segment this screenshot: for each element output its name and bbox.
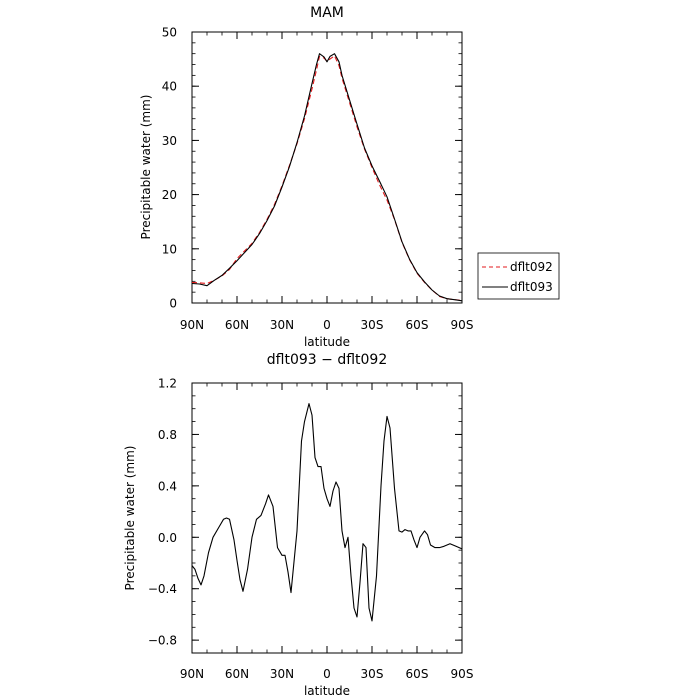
legend-box [477, 252, 560, 300]
x-tick-label: 30S [361, 318, 384, 332]
x-tick-label: 0 [323, 667, 331, 681]
x-tick-label: 0 [323, 318, 331, 332]
plot-frame [191, 382, 463, 654]
panel-difference: dflt093 − dflt092 90N 60N 30N 0 30S 60S 90S −0.… [123, 352, 473, 698]
y-axis-label: Precipitable water (mm) [139, 95, 153, 240]
y-tick-label: 20 [162, 188, 177, 202]
x-tick-label: 90N [180, 318, 204, 332]
x-axis-label: latitude [304, 684, 350, 698]
series-line-dflt093-dflt092 [191, 403, 463, 622]
y-tick-label: 50 [162, 26, 177, 40]
y-tick-label: −0.4 [148, 582, 177, 596]
y-tick-label: −0.8 [148, 634, 177, 648]
series-line-dflt092 [191, 55, 463, 301]
x-tick-label: 60N [225, 318, 249, 332]
x-tick-label: 90S [451, 667, 474, 681]
x-axis-label: latitude [304, 335, 350, 349]
x-tick-label: 90S [451, 318, 474, 332]
legend-label-dflt092: dflt092 [510, 260, 553, 274]
chart-title: dflt093 − dflt092 [267, 352, 387, 368]
y-tick-label: 10 [162, 242, 177, 256]
x-tick-label: 60S [406, 318, 429, 332]
y-axis-label: Precipitable water (mm) [123, 446, 137, 591]
legend-label-dflt093: dflt093 [510, 280, 553, 294]
y-tick-label: 0 [169, 297, 177, 311]
plot-frame [191, 31, 463, 304]
y-tick-label: 0.0 [158, 531, 177, 545]
x-tick-label: 90N [180, 667, 204, 681]
x-tick-label: 30N [270, 318, 294, 332]
y-tick-label: 0.8 [158, 428, 177, 442]
legend: dflt092 dflt093 [477, 252, 560, 300]
x-tick-label: 30N [270, 667, 294, 681]
chart-title: MAM [310, 5, 344, 21]
y-tick-label: 1.2 [158, 377, 177, 391]
x-tick-label: 30S [361, 667, 384, 681]
panel-mam: MAM 90N 60N 30N 0 30S 60S 90S 0 10 20 30 40 50 latit… [139, 5, 473, 349]
y-tick-label: 0.4 [158, 479, 177, 493]
x-tick-label: 60N [225, 667, 249, 681]
y-tick-label: 40 [162, 80, 177, 94]
y-tick-label: 30 [162, 134, 177, 148]
series-line-dflt093 [191, 53, 463, 302]
x-tick-label: 60S [406, 667, 429, 681]
